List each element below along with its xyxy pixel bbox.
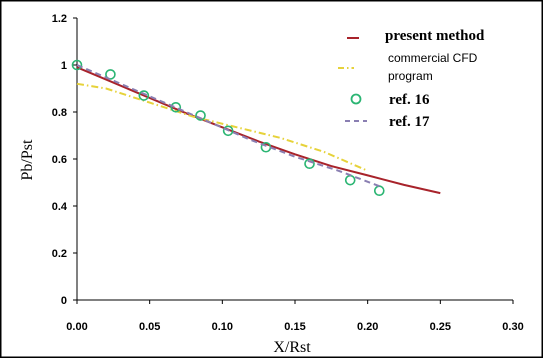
- x-tick-label: 0.20: [357, 321, 378, 333]
- series-line-ref-17: [76, 64, 383, 189]
- legend-label-cfd-line2: program: [388, 69, 433, 83]
- y-tick-label: 1: [61, 60, 67, 72]
- series-line-commercial-cfd-program: [76, 82, 369, 172]
- legend: present method commercial CFD program re…: [338, 28, 485, 130]
- y-axis-title: Pb/Pst: [19, 139, 36, 180]
- data-point-ref-16: [304, 158, 315, 169]
- y-tick-label: 0.8: [52, 107, 67, 119]
- legend-label-present-method: present method: [385, 28, 485, 44]
- data-point-ref-16: [138, 90, 150, 101]
- x-tick-label: 0.30: [502, 321, 523, 333]
- ticks-layer: 0.00 0.05 0.10 0.15 0.20 0.25 0.30 0 0.2 0.4 0.6 0.…: [52, 13, 524, 333]
- x-tick-label: 0.15: [284, 321, 305, 333]
- x-axis-title: X/Rst: [273, 339, 311, 356]
- series-ref-16: [71, 59, 385, 197]
- series-layer: [71, 59, 441, 197]
- x-tick-label: 0.10: [212, 321, 233, 333]
- x-tick-label: 0.25: [430, 321, 451, 333]
- y-tick-label: 0: [61, 295, 67, 307]
- x-tick-label: 0.05: [139, 321, 160, 333]
- data-point-ref-16: [222, 125, 234, 137]
- legend-label-ref16: ref. 16: [389, 92, 430, 108]
- x-tick-label: 0.00: [66, 321, 87, 333]
- legend-label-cfd-line1: commercial CFD: [388, 51, 478, 65]
- y-tick-label: 1.2: [52, 13, 67, 25]
- data-point-ref-16: [195, 110, 206, 121]
- y-tick-label: 0.6: [52, 154, 67, 166]
- data-point-ref-16: [105, 69, 116, 80]
- data-point-ref-16: [71, 59, 83, 71]
- data-point-ref-16: [170, 102, 182, 113]
- series-line-present-method: [76, 66, 441, 195]
- legend-marker-ref16: [350, 93, 362, 105]
- y-tick-label: 0.2: [52, 248, 67, 260]
- y-tick-label: 0.4: [52, 201, 68, 213]
- legend-label-ref17: ref. 17: [389, 114, 430, 130]
